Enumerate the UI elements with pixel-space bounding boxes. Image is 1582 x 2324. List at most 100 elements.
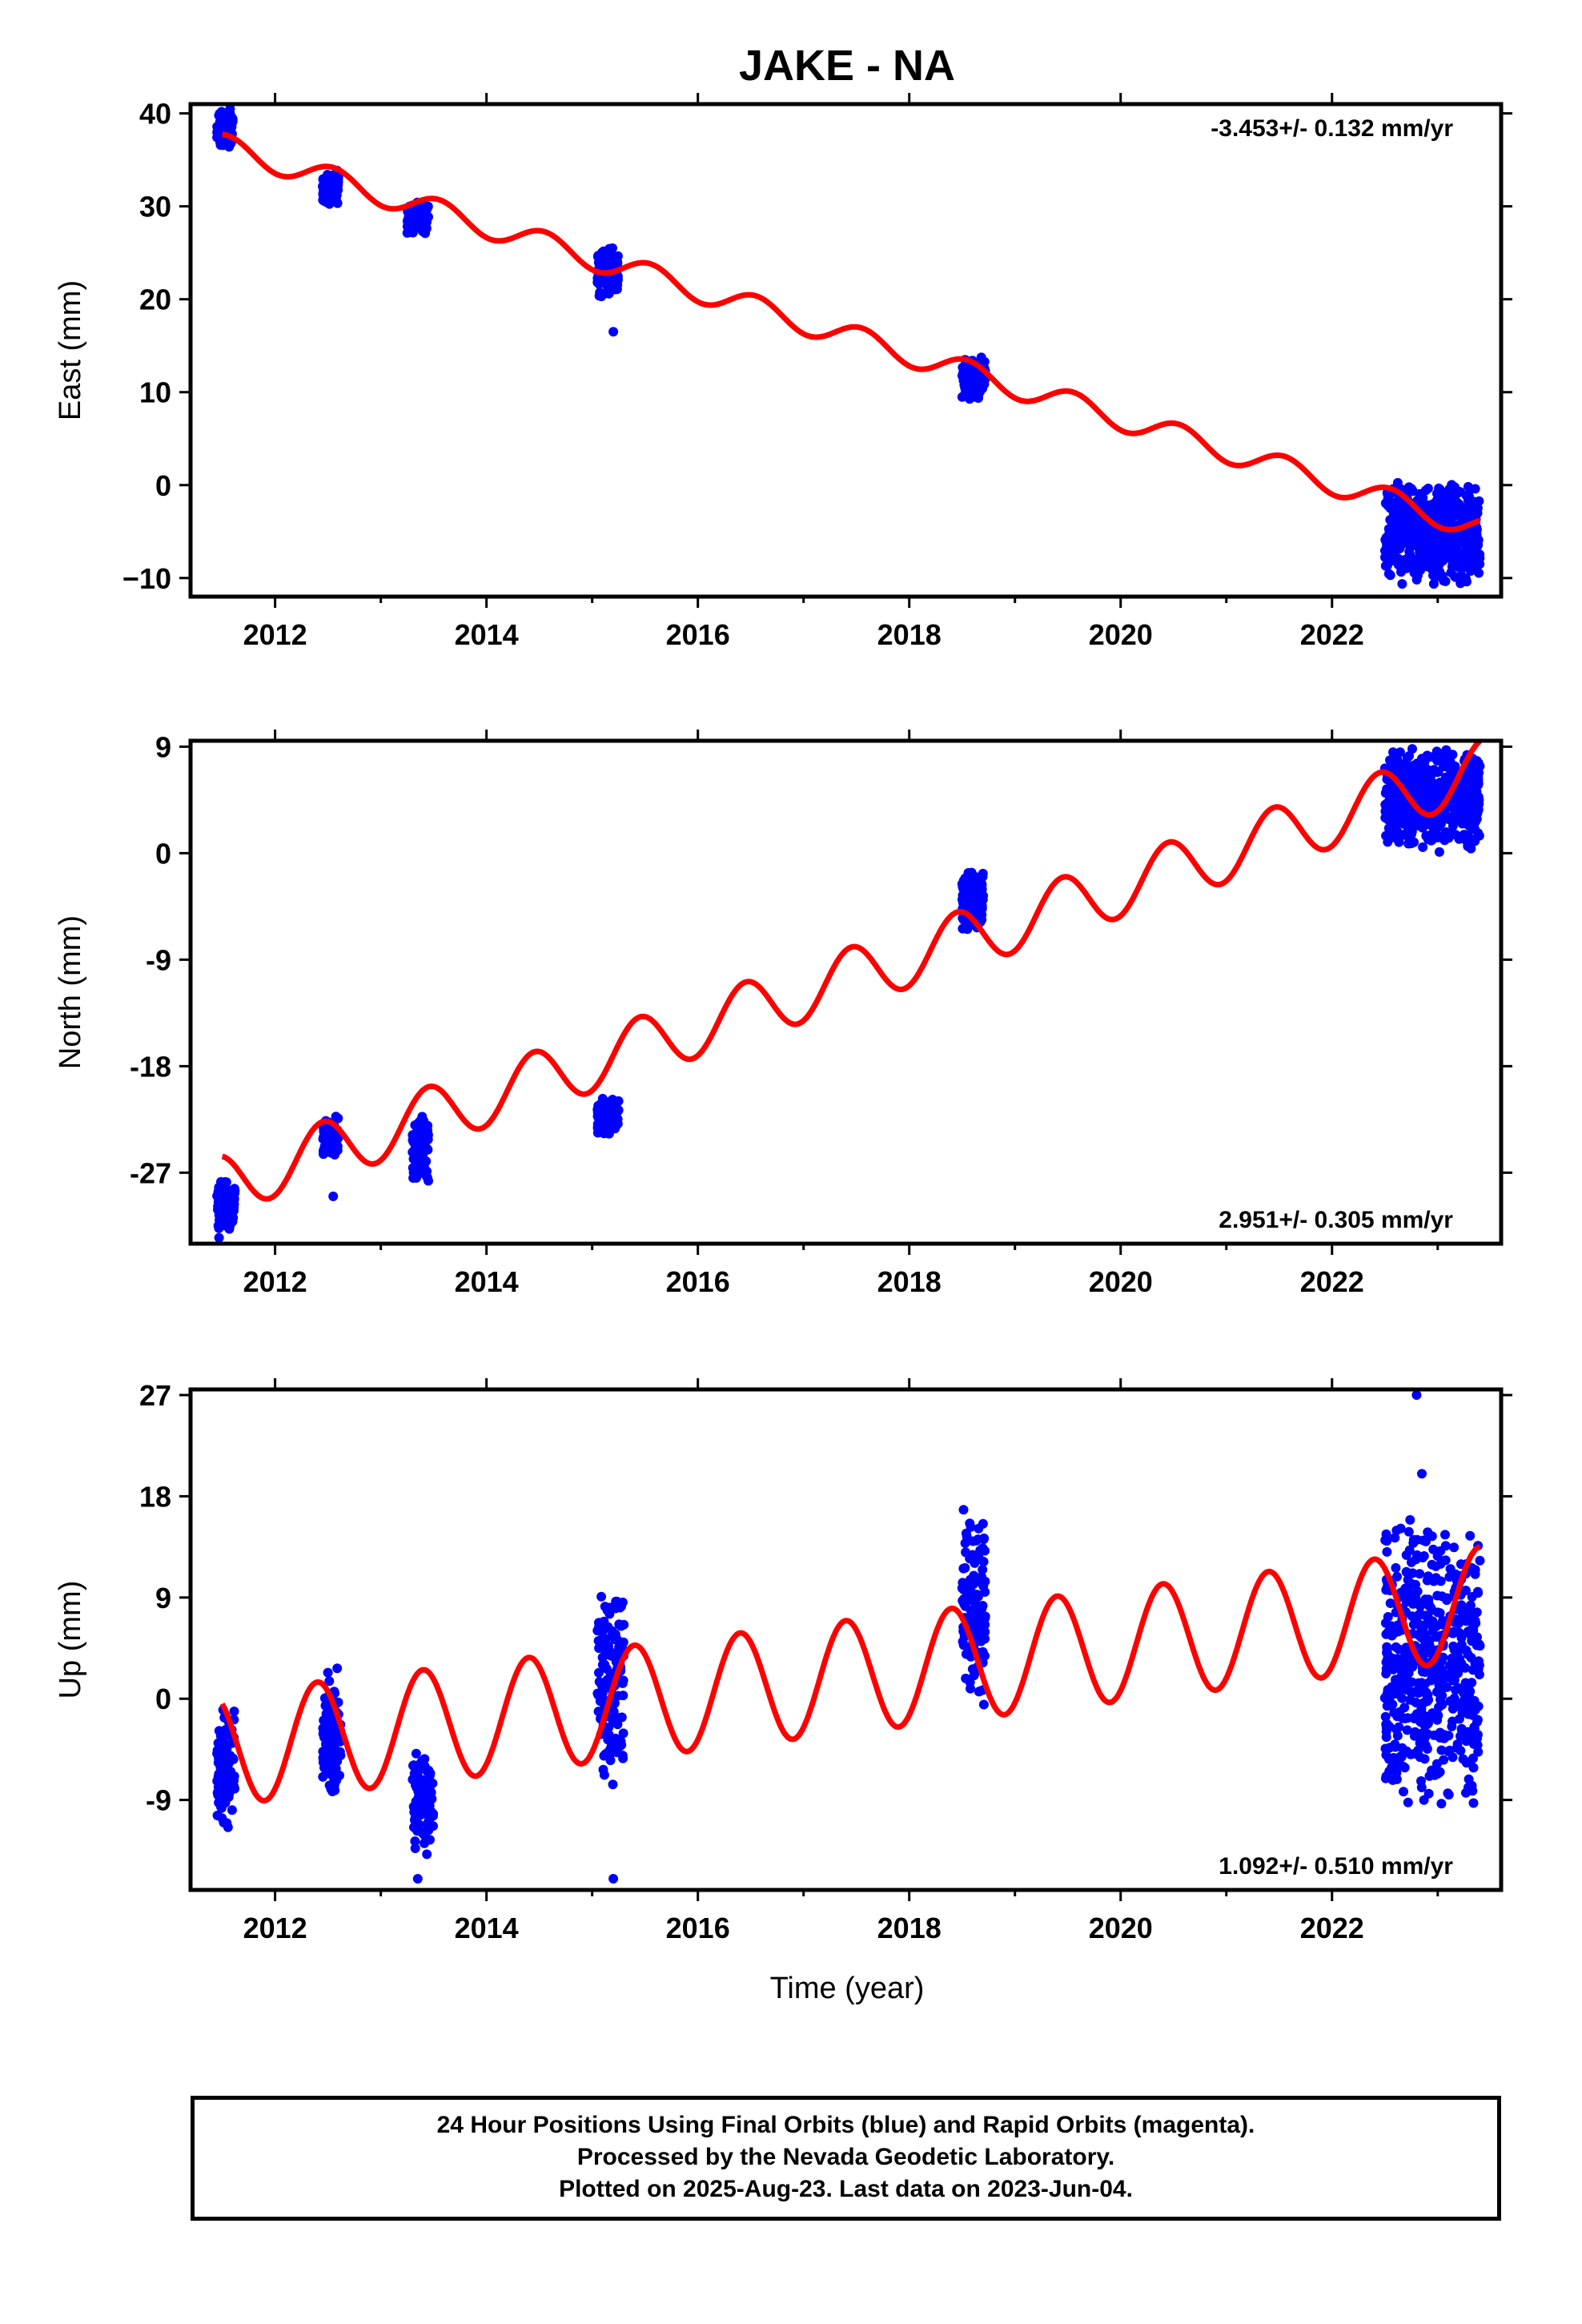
data-point (962, 894, 972, 904)
data-point (1433, 793, 1443, 803)
x-tick-label: 2014 (455, 618, 519, 651)
data-point (324, 1676, 335, 1687)
data-point (1416, 497, 1426, 507)
data-point (600, 1650, 610, 1660)
data-point (335, 1747, 345, 1757)
x-tick-label: 2016 (666, 1912, 730, 1944)
data-point (1463, 481, 1473, 492)
data-point (1425, 775, 1435, 786)
data-point (1467, 1678, 1477, 1688)
x-tick-label: 2016 (666, 1265, 730, 1298)
data-point (598, 1764, 608, 1775)
data-point (1395, 1686, 1405, 1695)
data-point (1469, 777, 1480, 786)
panel-east: −10 0 10 20 30 40 2012 2014 2016 2018 2020 2022 East… (54, 42, 1512, 651)
data-point (1380, 1618, 1391, 1628)
y-tick-label: 27 (139, 1379, 171, 1412)
data-point (1472, 1717, 1482, 1727)
data-point (1453, 1664, 1463, 1675)
data-point (1463, 830, 1473, 840)
data-point (1380, 1711, 1391, 1722)
data-point (332, 1756, 343, 1767)
data-point (608, 1098, 618, 1108)
panel-up: -9 0 9 18 27 2012 2014 2016 2018 2020 2022 Up (mm) 1… (54, 1378, 1512, 2005)
data-point (213, 1220, 223, 1231)
data-point (1435, 1608, 1445, 1618)
data-point (1467, 526, 1477, 537)
data-point (608, 1648, 617, 1659)
data-point (217, 107, 227, 118)
data-point (325, 1747, 335, 1757)
data-point (1408, 778, 1419, 788)
data-point (1423, 1571, 1433, 1582)
data-point (318, 190, 328, 199)
data-point (324, 1780, 335, 1791)
data-point (404, 223, 415, 234)
data-point (1442, 1672, 1452, 1683)
data-point (1387, 1685, 1398, 1695)
data-point (1380, 1743, 1391, 1754)
data-point (1415, 1601, 1425, 1611)
y-tick-label: 0 (155, 469, 171, 502)
y-tick-label: 9 (155, 730, 171, 763)
plot-frame (188, 1387, 1504, 1892)
data-point (1415, 821, 1425, 831)
data-point (974, 913, 985, 923)
data-point (1461, 1787, 1471, 1798)
data-point (980, 1651, 990, 1661)
data-point (1393, 1762, 1403, 1772)
data-point (212, 1748, 223, 1759)
data-point (1385, 800, 1395, 810)
data-point (968, 372, 978, 383)
data-point (602, 1748, 612, 1758)
data-point (1410, 1727, 1420, 1737)
data-point (604, 247, 614, 258)
data-point (618, 1675, 628, 1686)
data-point (214, 1769, 224, 1779)
data-point (958, 1505, 969, 1515)
data-point (224, 1769, 235, 1779)
data-point (412, 1132, 423, 1143)
rate-label: -3.453+/- 0.132 mm/yr (1211, 115, 1453, 142)
data-point (1423, 1527, 1433, 1538)
data-point (1387, 1624, 1397, 1634)
data-point (1417, 754, 1427, 764)
data-point (977, 1603, 987, 1614)
data-point (1436, 1656, 1447, 1667)
data-point (215, 1777, 226, 1787)
data-point (974, 887, 984, 898)
data-point (1400, 554, 1411, 565)
data-point (1422, 541, 1432, 551)
data-point (332, 1663, 343, 1674)
data-point (594, 1667, 604, 1678)
x-tick-label: 2014 (455, 1912, 519, 1944)
trend-line (222, 131, 1481, 533)
data-point (1406, 829, 1416, 839)
data-point (1443, 762, 1453, 773)
plot-frame (188, 102, 1504, 599)
data-point (325, 1141, 335, 1152)
data-point (1397, 1693, 1407, 1703)
data-point (1470, 502, 1480, 513)
data-point (229, 1707, 239, 1716)
data-point (1455, 550, 1465, 561)
data-point (1390, 1533, 1400, 1543)
outlier-point (1417, 1469, 1427, 1479)
data-point (592, 275, 603, 286)
trend-line (221, 741, 1482, 1202)
data-point (225, 108, 235, 119)
data-point (1408, 554, 1419, 565)
y-tick-label: 0 (155, 837, 171, 870)
data-point (1399, 1787, 1408, 1797)
data-point (1407, 1557, 1416, 1567)
data-point (1425, 1602, 1435, 1612)
data-point (1404, 1545, 1415, 1555)
data-point (1382, 1719, 1392, 1729)
data-point (1432, 561, 1443, 572)
data-point (1452, 1743, 1462, 1753)
data-point (1383, 557, 1394, 568)
data-point (612, 1114, 623, 1124)
data-point (978, 1557, 989, 1566)
data-point (1449, 499, 1460, 509)
